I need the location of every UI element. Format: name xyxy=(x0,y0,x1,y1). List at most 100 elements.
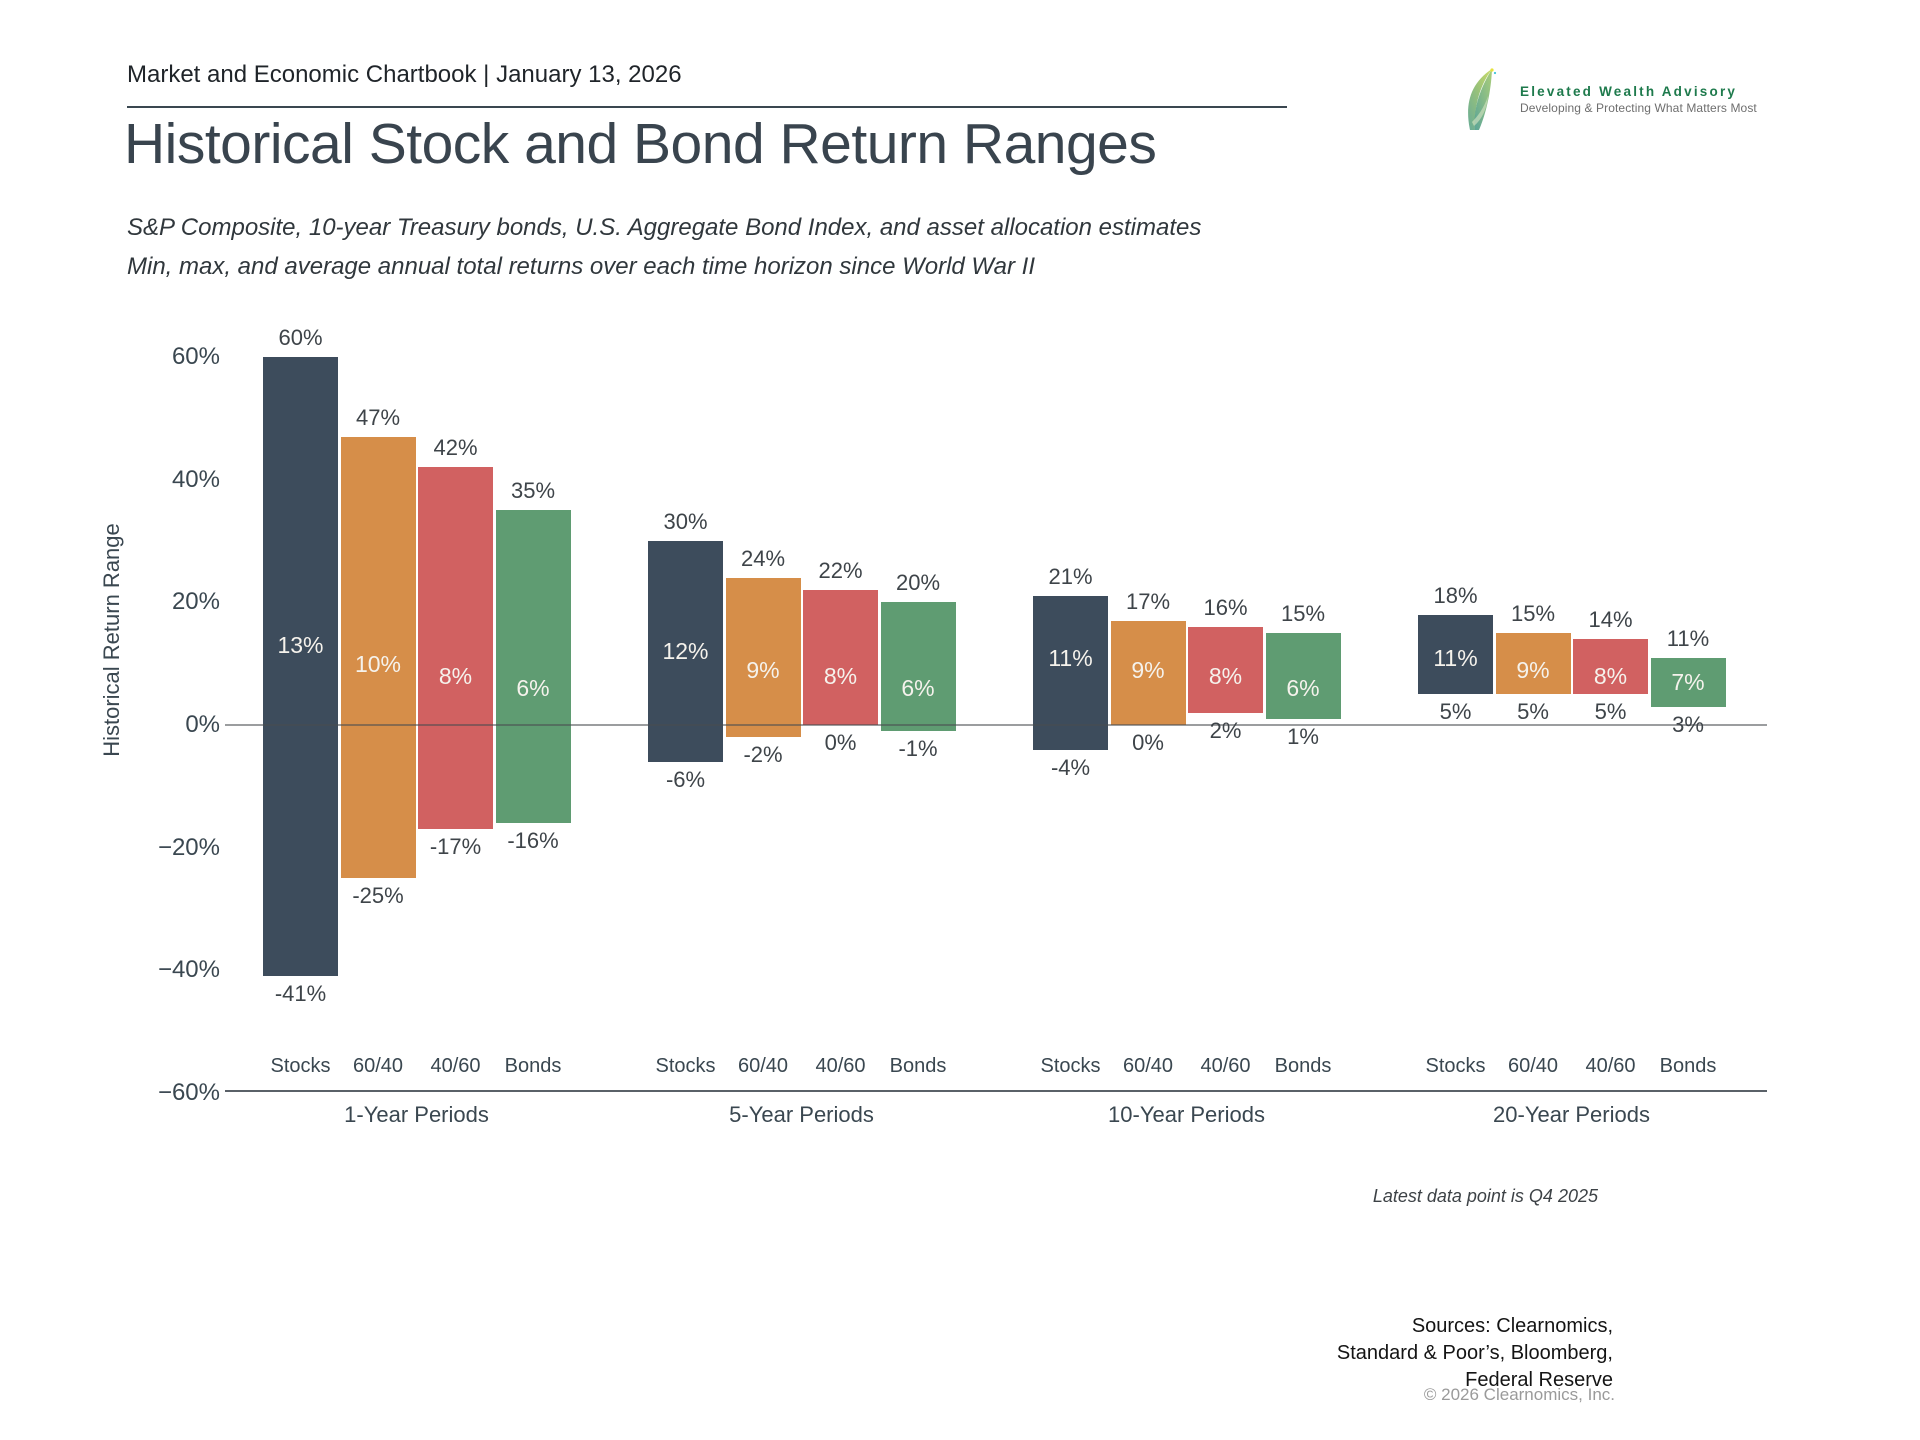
min-label-4060-5yr: 0% xyxy=(824,730,857,755)
max-label-6040-1yr: 47% xyxy=(355,404,401,430)
page-title: Historical Stock and Bond Return Ranges xyxy=(124,112,1157,176)
y-tick--60: −60% xyxy=(157,1078,220,1106)
bar-4060-10yr xyxy=(1188,626,1263,713)
max-label-4060-20yr: 14% xyxy=(1588,607,1633,633)
bar-4060-5yr xyxy=(803,590,878,725)
chart-subtitle-line2: Min, max, and average annual total retur… xyxy=(127,253,1035,280)
max-label-Stocks-1yr: 60% xyxy=(278,325,323,351)
x-label-6040-20yr: 60/40 xyxy=(1507,1055,1559,1077)
y-tick-20: 20% xyxy=(171,588,220,616)
max-label-6040-20yr: 15% xyxy=(1510,601,1556,627)
bar-6040-1yr xyxy=(340,436,416,879)
avg-label-4060-10yr: 8% xyxy=(1208,662,1243,689)
min-label-Stocks-10yr: -4% xyxy=(1050,754,1091,780)
max-label-4060-10yr: 16% xyxy=(1203,594,1248,620)
bar-4060-1yr xyxy=(418,467,493,830)
avg-label-Stocks-10yr: 11% xyxy=(1048,644,1093,671)
x-label-6040-5yr: 60/40 xyxy=(737,1055,789,1077)
avg-label-Bonds-20yr: 7% xyxy=(1671,669,1705,696)
max-label-6040-5yr: 24% xyxy=(740,545,786,571)
y-tick-0: 0% xyxy=(185,711,220,738)
min-label-6040-1yr: -25% xyxy=(352,883,404,909)
avg-label-6040-1yr: 10% xyxy=(354,650,402,677)
max-label-Bonds-20yr: 11% xyxy=(1666,625,1710,651)
x-label-Stocks-1yr: Stocks xyxy=(270,1055,331,1077)
header-divider xyxy=(127,106,1287,108)
bar-6040-10yr xyxy=(1110,620,1186,725)
min-label-6040-10yr: 0% xyxy=(1132,730,1164,755)
y-axis-title: Historical Return Range xyxy=(99,523,124,757)
bar-4060-20yr xyxy=(1573,639,1648,695)
max-label-Bonds-10yr: 15% xyxy=(1280,601,1326,627)
y-tick-40: 40% xyxy=(171,465,220,493)
min-label-Bonds-1yr: -16% xyxy=(507,828,559,854)
y-tick--40: −40% xyxy=(157,956,220,984)
y-tick--20: −20% xyxy=(157,833,220,861)
avg-label-6040-10yr: 9% xyxy=(1131,656,1165,683)
avg-label-4060-5yr: 8% xyxy=(823,662,858,689)
sources-text: Sources: Clearnomics, Standard & Poor’s,… xyxy=(1213,1313,1613,1394)
bar-Stocks-20yr xyxy=(1418,614,1493,695)
min-label-6040-5yr: -2% xyxy=(743,742,783,768)
min-label-Bonds-10yr: 1% xyxy=(1287,723,1319,749)
min-label-Stocks-1yr: -41% xyxy=(274,981,327,1007)
max-label-4060-5yr: 22% xyxy=(818,558,863,584)
min-label-4060-20yr: 5% xyxy=(1594,699,1627,725)
bottom-axis-line xyxy=(225,1090,1767,1092)
chartbook-header: Market and Economic Chartbook | January … xyxy=(127,61,682,88)
company-logo-tagline: Developing & Protecting What Matters Mos… xyxy=(1520,101,1757,115)
min-label-Stocks-5yr: -6% xyxy=(665,766,706,792)
x-label-Stocks-20yr: Stocks xyxy=(1425,1055,1486,1077)
x-label-4060-1yr: 40/60 xyxy=(430,1055,481,1077)
bar-Stocks-10yr xyxy=(1033,596,1108,750)
x-label-Bonds-1yr: Bonds xyxy=(504,1055,562,1077)
min-label-4060-10yr: 2% xyxy=(1209,717,1242,743)
x-label-Stocks-10yr: Stocks xyxy=(1040,1055,1101,1077)
max-label-4060-1yr: 42% xyxy=(433,435,478,461)
sources-line: Sources: Clearnomics, xyxy=(1411,1315,1613,1337)
sources-line: Standard & Poor’s, Bloomberg, xyxy=(1336,1342,1613,1364)
avg-label-Stocks-20yr: 11% xyxy=(1433,644,1478,671)
avg-label-6040-5yr: 9% xyxy=(746,656,780,683)
bar-6040-5yr xyxy=(725,577,801,738)
min-label-Stocks-20yr: 5% xyxy=(1439,699,1472,725)
avg-label-Bonds-10yr: 6% xyxy=(1286,675,1320,702)
avg-label-Bonds-5yr: 6% xyxy=(901,675,935,702)
x-label-Bonds-10yr: Bonds xyxy=(1274,1055,1332,1077)
bar-Bonds-20yr xyxy=(1650,657,1726,707)
company-logo-name: Elevated Wealth Advisory xyxy=(1520,84,1738,99)
min-label-4060-1yr: -17% xyxy=(429,834,482,860)
max-label-6040-10yr: 17% xyxy=(1125,588,1171,614)
bar-6040-20yr xyxy=(1495,633,1571,695)
max-label-Stocks-5yr: 30% xyxy=(663,509,708,535)
bar-Bonds-1yr xyxy=(495,510,571,824)
company-logo-icon xyxy=(1464,66,1500,132)
max-label-Stocks-20yr: 18% xyxy=(1433,582,1478,608)
max-label-Bonds-5yr: 20% xyxy=(895,570,941,596)
x-label-Bonds-20yr: Bonds xyxy=(1659,1055,1717,1077)
avg-label-6040-20yr: 9% xyxy=(1516,656,1550,683)
group-label-4: 20-Year Periods xyxy=(1493,1102,1650,1127)
group-label-1: 1-Year Periods xyxy=(344,1102,489,1127)
min-label-6040-20yr: 5% xyxy=(1517,699,1549,725)
y-tick-60: 60% xyxy=(171,343,220,371)
min-label-Bonds-5yr: -1% xyxy=(898,736,938,762)
max-label-Stocks-10yr: 21% xyxy=(1048,564,1093,590)
min-label-Bonds-20yr: 3% xyxy=(1672,711,1704,737)
avg-label-4060-20yr: 8% xyxy=(1593,662,1628,689)
chart-subtitle-line1: S&P Composite, 10-year Treasury bonds, U… xyxy=(127,214,1202,241)
avg-label-Bonds-1yr: 6% xyxy=(516,675,550,702)
bar-Stocks-1yr xyxy=(263,357,338,977)
x-label-4060-10yr: 40/60 xyxy=(1200,1055,1251,1077)
bar-Bonds-10yr xyxy=(1265,633,1341,719)
group-label-3: 10-Year Periods xyxy=(1108,1102,1265,1127)
x-label-4060-5yr: 40/60 xyxy=(815,1055,866,1077)
bar-Bonds-5yr xyxy=(880,602,956,732)
x-label-Stocks-5yr: Stocks xyxy=(655,1055,716,1077)
x-label-Bonds-5yr: Bonds xyxy=(889,1055,947,1077)
x-label-6040-1yr: 60/40 xyxy=(352,1055,404,1077)
x-label-4060-20yr: 40/60 xyxy=(1585,1055,1636,1077)
group-label-2: 5-Year Periods xyxy=(729,1102,874,1127)
max-label-Bonds-1yr: 35% xyxy=(510,478,556,504)
